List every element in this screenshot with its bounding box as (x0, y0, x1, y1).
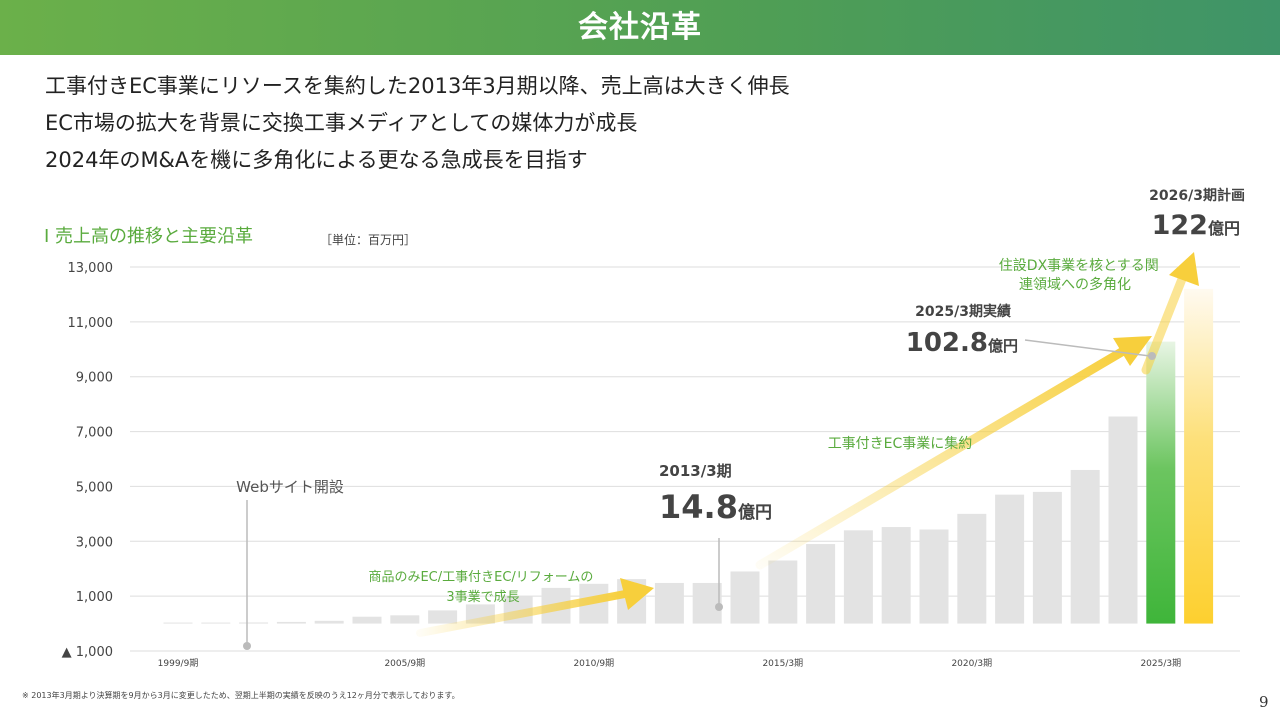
leader-lines (243, 339, 1156, 650)
summary-bullet: 2024年のM&Aを機に多角化による更なる急成長を目指す (45, 148, 588, 172)
page-number: 9 (1259, 693, 1269, 711)
chart-section-label: I 売上高の推移と主要沿革 (44, 226, 254, 247)
y-axis: ▲ 1,000 1,000 3,000 5,000 7,000 9,000 11,000 13… (62, 261, 113, 660)
bar (239, 622, 269, 624)
annotation-three-businesses: 商品のみEC/工事付きEC/リフォームの 3事業で成長 (368, 570, 597, 605)
growth-arrowhead (1169, 252, 1199, 286)
growth-arrowhead (620, 578, 654, 610)
bar (1070, 469, 1100, 624)
fy2025-period-label: 2025/3期実績 (915, 303, 1011, 320)
summary-bullet: EC市場の拡大を背景に交換工事メディアとしての媒体力が成長 (45, 111, 638, 135)
annotation-line: 連領域への多角化 (1019, 276, 1131, 293)
fy2025-value: 102.8億円 (906, 328, 1018, 358)
bar (352, 616, 382, 624)
x-tick-label: 2020/3期 (951, 658, 992, 669)
bar (1108, 416, 1138, 624)
sales-chart: ▲ 1,000 1,000 3,000 5,000 7,000 9,000 11,000 13… (62, 187, 1245, 669)
bar (276, 621, 306, 624)
bar (1146, 341, 1176, 624)
chart-unit-label: ［単位：百万円］ (320, 233, 417, 247)
x-tick-label: 2010/9期 (573, 658, 614, 669)
annotation-web-launch: Webサイト開設 (236, 478, 344, 496)
fy2025-value-number: 102.8 (906, 328, 988, 358)
fy2026-period-label: 2026/3期計画 (1149, 187, 1245, 204)
bar (768, 560, 798, 624)
leader-dot (715, 603, 723, 611)
summary-bullet: 工事付きEC事業にリソースを集約した2013年3月期以降、売上高は大きく伸長 (45, 74, 790, 98)
annotation-line: 商品のみEC/工事付きEC/リフォームの (368, 570, 593, 585)
bar (1032, 491, 1062, 624)
y-tick-label: 7,000 (76, 426, 113, 441)
bar (163, 622, 193, 624)
header-bar (0, 0, 1280, 55)
fy2013-value: 14.8億円 (659, 488, 772, 526)
x-tick-label: 2025/3期 (1140, 658, 1181, 669)
bar (995, 494, 1025, 624)
fy2013-value-unit: 億円 (738, 502, 772, 523)
y-tick-label: 13,000 (68, 261, 114, 276)
growth-arrow-shaft (416, 590, 629, 637)
bar (314, 620, 344, 624)
y-tick-label: ▲ 1,000 (62, 645, 113, 660)
bar (730, 571, 760, 624)
bar (919, 529, 949, 624)
summary-bullets: 工事付きEC事業にリソースを集約した2013年3月期以降、売上高は大きく伸長 E… (45, 68, 790, 179)
bar-series (163, 288, 1214, 624)
bar (843, 530, 873, 624)
x-tick-label: 2005/9期 (384, 658, 425, 669)
fy2025-value-unit: 億円 (988, 337, 1018, 355)
page-title: 会社沿革 (578, 10, 702, 45)
bar (654, 582, 684, 624)
leader-line (1024, 339, 1151, 357)
bar (201, 622, 231, 624)
y-tick-label: 3,000 (76, 535, 113, 550)
bar (881, 527, 911, 624)
y-tick-label: 5,000 (76, 480, 113, 495)
leader-dot (1148, 352, 1156, 360)
annotation-focus-ec: 工事付きEC事業に集約 (828, 435, 973, 452)
bar (692, 582, 722, 624)
annotation-line: 住設DX事業を核とする関 (999, 258, 1159, 274)
bar (1184, 288, 1214, 624)
growth-arrowhead (1113, 336, 1152, 366)
leader-dot (243, 642, 251, 650)
bar (428, 610, 458, 624)
fy2013-period-label: 2013/3期 (659, 462, 732, 480)
footnote: ※ 2013年3月期より決算期を9月から3月に変更したため、翌期上半期の実績を反… (22, 691, 460, 700)
x-tick-label: 1999/9期 (158, 658, 199, 669)
bar (806, 544, 836, 624)
fy2013-value-number: 14.8 (659, 488, 738, 526)
y-tick-label: 11,000 (68, 316, 114, 331)
annotation-diversify: 住設DX事業を核とする関 連領域への多角化 (999, 258, 1163, 293)
y-tick-label: 9,000 (76, 371, 113, 386)
growth-arrow-shaft (755, 345, 1130, 570)
fy2026-value-unit: 億円 (1208, 219, 1240, 238)
fy2026-value: 122億円 (1152, 210, 1240, 241)
x-axis: 1999/9期 2005/9期 2010/9期 2015/3期 2020/3期 2025/… (158, 658, 1181, 669)
x-tick-label: 2015/3期 (762, 658, 803, 669)
bar (390, 615, 420, 624)
y-tick-label: 1,000 (76, 590, 113, 605)
fy2026-value-number: 122 (1152, 210, 1208, 241)
bar (957, 513, 987, 624)
annotation-line: 3事業で成長 (446, 589, 519, 605)
